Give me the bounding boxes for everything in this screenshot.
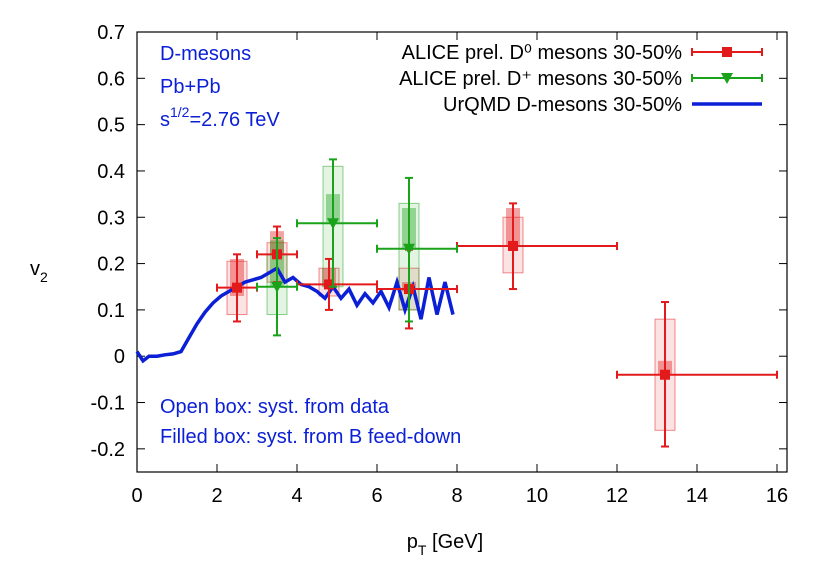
- annotation: s1/2=2.76 TeV: [160, 104, 280, 131]
- data-point: [232, 282, 242, 293]
- y-tick-label: 0.6: [97, 68, 125, 90]
- note: Open box: syst. from data: [160, 396, 390, 418]
- y-tick-label: 0.3: [97, 207, 125, 229]
- y-tick-label: 0.1: [97, 300, 125, 322]
- y-tick-label: 0.5: [97, 115, 125, 137]
- x-tick-label: 14: [686, 485, 708, 507]
- x-tick-label: 8: [451, 485, 462, 507]
- x-tick-label: 10: [526, 485, 548, 507]
- legend-label: ALICE prel. D⁰ mesons 30-50%: [402, 42, 683, 64]
- annotation: D-mesons: [160, 43, 251, 65]
- x-tick-label: 12: [606, 485, 628, 507]
- model-line: [135, 265, 455, 364]
- annotation: Pb+Pb: [160, 76, 221, 98]
- y-tick-label: 0.4: [97, 161, 125, 183]
- legend-label: UrQMD D-mesons 30-50%: [443, 94, 682, 116]
- legend-marker: [721, 73, 733, 84]
- y-tick-label: -0.1: [91, 393, 125, 415]
- y-tick-label: -0.2: [91, 439, 125, 461]
- x-tick-label: 2: [211, 485, 222, 507]
- x-tick-label: 16: [766, 485, 788, 507]
- x-axis-label: pT [GeV]: [407, 531, 483, 558]
- legend-label: ALICE prel. D⁺ mesons 30-50%: [399, 68, 682, 90]
- x-tick-label: 0: [131, 485, 142, 507]
- note: Filled box: syst. from B feed-down: [160, 426, 461, 448]
- y-tick-label: 0: [114, 346, 125, 368]
- y-tick-label: 0.7: [97, 22, 125, 44]
- y-axis-label: v2: [30, 258, 48, 285]
- data-point: [403, 243, 415, 255]
- y-tick-label: 0.2: [97, 254, 125, 276]
- data-point: [508, 240, 518, 251]
- plot-frame: [136, 31, 788, 473]
- data-point: [271, 281, 283, 293]
- legend-marker: [722, 47, 732, 57]
- data-point: [660, 369, 670, 380]
- x-tick-label: 6: [371, 485, 382, 507]
- x-tick-label: 4: [291, 485, 302, 507]
- data-point: [324, 279, 334, 290]
- data-point: [327, 218, 339, 230]
